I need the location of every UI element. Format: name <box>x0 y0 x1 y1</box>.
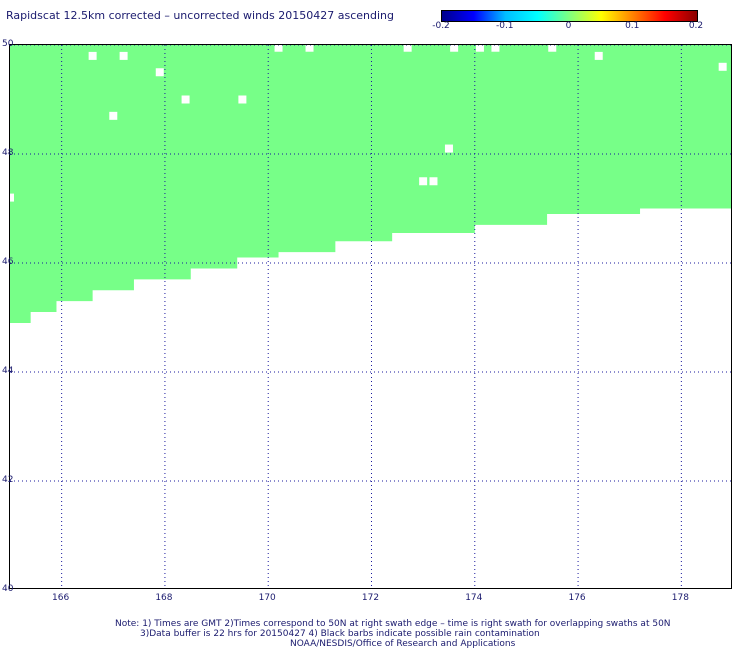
missing-data-cell <box>10 193 14 202</box>
missing-data-cell <box>450 45 459 52</box>
note-line-1: Note: 1) Times are GMT 2)Times correspon… <box>115 619 671 629</box>
longitude-tick-label: 166 <box>52 593 70 603</box>
missing-data-cell <box>594 51 603 60</box>
colorbar-tick-label: 0.1 <box>625 21 640 31</box>
note-line-2: 3)Data buffer is 22 hrs for 20150427 4) … <box>140 629 540 639</box>
missing-data-cell <box>181 95 190 104</box>
colorbar-tick-label: 0.2 <box>688 21 704 31</box>
missing-data-cell <box>548 45 557 52</box>
missing-data-cell <box>238 95 247 104</box>
missing-data-cell <box>155 68 164 77</box>
longitude-tick-label: 170 <box>258 593 276 603</box>
colorbar <box>441 10 698 22</box>
missing-data-cell <box>419 177 428 186</box>
missing-data-cell <box>475 45 484 52</box>
chart-title: Rapidscat 12.5km corrected – uncorrected… <box>6 9 395 22</box>
latitude-tick-label: 40 <box>2 584 14 594</box>
latitude-tick-label: 46 <box>2 257 14 267</box>
latitude-tick-label: 42 <box>2 475 14 485</box>
colorbar-tick-label: -0.1 <box>495 21 514 31</box>
missing-data-cell <box>305 45 314 52</box>
longitude-tick-label: 168 <box>155 593 173 603</box>
longitude-tick-label: 176 <box>568 593 586 603</box>
longitude-tick-label: 174 <box>465 593 483 603</box>
map-plot-area <box>9 44 732 589</box>
wind-difference-swath <box>10 45 731 323</box>
longitude-tick-label: 178 <box>671 593 689 603</box>
colorbar-tick-label: 0 <box>565 21 572 31</box>
missing-data-cell <box>444 144 453 153</box>
map-svg <box>10 45 731 588</box>
latitude-tick-label: 48 <box>2 148 14 158</box>
missing-data-cell <box>491 45 500 52</box>
missing-data-cell <box>274 45 283 52</box>
missing-data-cell <box>119 51 128 60</box>
missing-data-cell <box>88 51 97 60</box>
missing-data-cell <box>109 111 118 120</box>
missing-data-cell <box>429 177 438 186</box>
missing-data-cell <box>403 45 412 52</box>
missing-data-cell <box>718 62 727 71</box>
latitude-tick-label: 44 <box>2 366 14 376</box>
latitude-tick-label: 50 <box>2 39 14 49</box>
longitude-tick-label: 172 <box>361 593 380 603</box>
colorbar-tick-label: -0.2 <box>432 21 450 31</box>
note-line-3: NOAA/NESDIS/Office of Research and Appli… <box>290 639 516 649</box>
